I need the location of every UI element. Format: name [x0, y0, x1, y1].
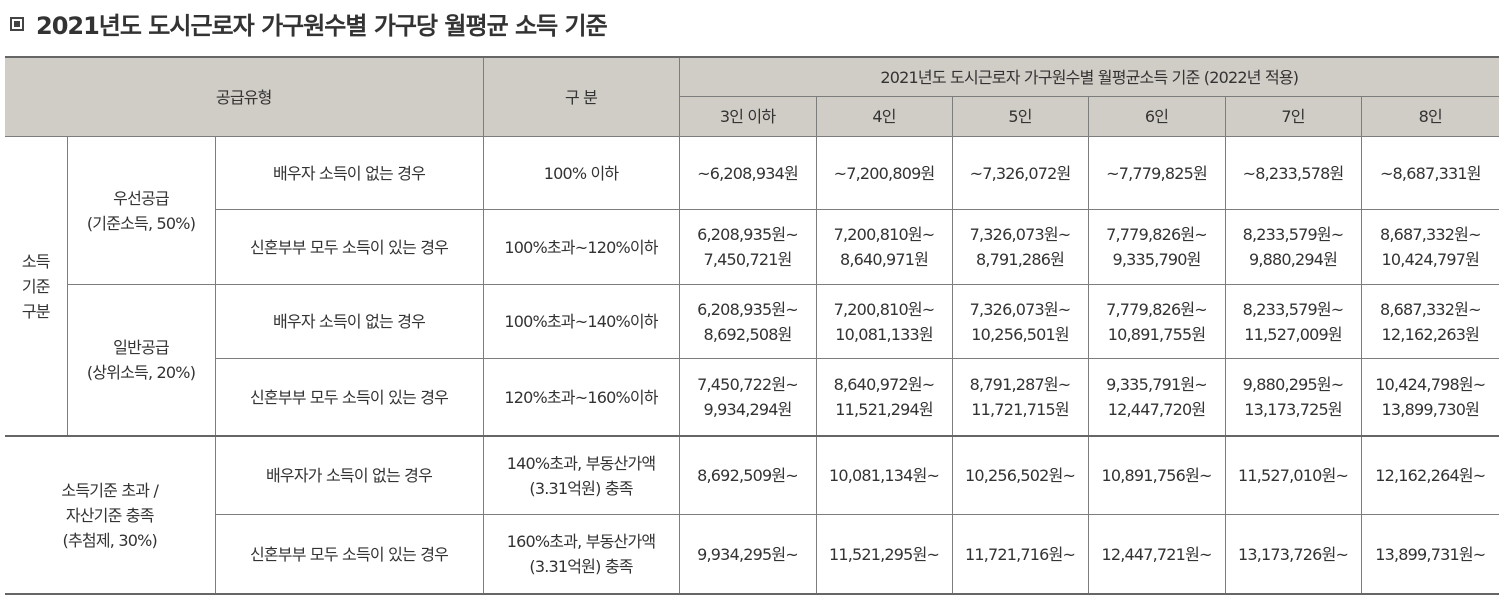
- row-condition: 배우자 소득이 없는 경우: [214, 136, 484, 210]
- income-value-cell: 8,233,579원~ 11,527,009원: [1224, 284, 1362, 359]
- income-value-cell: 8,692,509원~: [678, 435, 817, 515]
- income-value-cell: 7,779,826원~ 10,891,755원: [1087, 284, 1226, 359]
- income-value-cell: 8,687,332원~ 12,162,263원: [1360, 284, 1500, 359]
- row-income-range: 100%초과~140%이하: [482, 284, 680, 359]
- group-lottery-supply: 소득기준 초과 / 자산기준 충족 (추첨제, 30%): [5, 435, 216, 595]
- row-income-range: 120%초과~160%이하: [482, 358, 680, 437]
- row-condition: 신혼부부 모두 소득이 있는 경우: [215, 209, 484, 285]
- income-value-cell: 10,891,756원~: [1087, 435, 1226, 515]
- income-value-cell: 11,527,010원~: [1224, 435, 1362, 515]
- square-bullet-icon: [10, 17, 24, 31]
- income-value-cell: 13,899,731원~: [1360, 514, 1500, 595]
- row-income-range: 100% 이하: [482, 136, 680, 210]
- income-value-cell: 7,326,073원~ 8,791,286원: [951, 209, 1089, 285]
- income-value-cell: 9,880,295원~ 13,173,725원: [1224, 358, 1362, 437]
- row-income-range: 140%초과, 부동산가액 (3.31억원) 충족: [482, 435, 680, 515]
- income-value-cell: 8,233,579원~ 9,880,294원: [1224, 209, 1362, 285]
- header-household-size: 6인: [1087, 96, 1226, 137]
- income-value-cell: 8,687,332원~ 10,424,797원: [1360, 209, 1500, 285]
- row-condition: 신혼부부 모두 소득이 있는 경우: [215, 514, 484, 595]
- income-value-cell: 10,256,502원~: [951, 435, 1089, 515]
- header-household-size: 8인: [1360, 96, 1500, 137]
- income-value-cell: 10,424,798원~ 13,899,730원: [1360, 358, 1500, 437]
- income-value-cell: 12,162,264원~: [1360, 435, 1500, 515]
- income-value-cell: 7,779,826원~ 9,335,790원: [1087, 209, 1226, 285]
- header-group-title: 2021년도 도시근로자 가구원수별 월평균소득 기준 (2022년 적용): [678, 56, 1500, 97]
- income-value-cell: 10,081,134원~: [815, 435, 953, 515]
- income-value-cell: ~7,779,825원: [1087, 136, 1226, 210]
- header-household-size: 4인: [815, 96, 953, 137]
- income-value-cell: ~7,326,072원: [951, 136, 1089, 210]
- header-supply-type: 공급유형: [5, 56, 484, 137]
- header-household-size: 7인: [1224, 96, 1362, 137]
- group-general-supply: 일반공급 (상위소득, 20%): [67, 284, 216, 437]
- income-value-cell: 8,791,287원~ 11,721,715원: [951, 358, 1089, 437]
- row-income-range: 160%초과, 부동산가액 (3.31억원) 충족: [482, 514, 680, 595]
- page-title-row: 2021년도 도시근로자 가구원수별 가구당 월평균 소득 기준: [10, 6, 608, 40]
- header-category: 구 분: [482, 56, 680, 137]
- header-household-size: 3인 이하: [679, 96, 817, 137]
- income-value-cell: 12,447,721원~: [1087, 514, 1226, 595]
- income-value-cell: 7,200,810원~ 8,640,971원: [815, 209, 953, 285]
- income-value-cell: ~7,200,809원: [815, 136, 953, 210]
- row-condition: 배우자 소득이 없는 경우: [214, 284, 484, 359]
- income-value-cell: ~8,233,578원: [1224, 136, 1362, 210]
- income-value-cell: ~8,687,331원: [1360, 136, 1500, 210]
- row-condition: 신혼부부 모두 소득이 있는 경우: [215, 358, 484, 437]
- income-value-cell: 7,450,722원~ 9,934,294원: [678, 358, 817, 437]
- income-value-cell: 11,521,295원~: [815, 514, 953, 595]
- income-value-cell: 7,200,810원~ 10,081,133원: [815, 284, 953, 359]
- row-income-range: 100%초과~120%이하: [482, 209, 680, 285]
- row-condition: 배우자가 소득이 없는 경우: [214, 435, 484, 515]
- income-value-cell: 6,208,935원~ 7,450,721원: [678, 209, 817, 285]
- page-title: 2021년도 도시근로자 가구원수별 가구당 월평균 소득 기준: [36, 11, 608, 40]
- income-value-cell: ~6,208,934원: [678, 136, 817, 210]
- income-value-cell: 9,335,791원~ 12,447,720원: [1087, 358, 1226, 437]
- income-criteria-table: 공급유형 구 분 2021년도 도시근로자 가구원수별 월평균소득 기준 (20…: [5, 56, 1500, 595]
- income-value-cell: 7,326,073원~ 10,256,501원: [951, 284, 1089, 359]
- group-priority-supply: 우선공급 (기준소득, 50%): [66, 136, 216, 285]
- income-value-cell: 8,640,972원~ 11,521,294원: [815, 358, 953, 437]
- group-income-criteria: 소득 기준 구분: [5, 136, 68, 437]
- income-value-cell: 13,173,726원~: [1224, 514, 1362, 595]
- header-household-size: 5인: [951, 96, 1089, 137]
- income-value-cell: 6,208,935원~ 8,692,508원: [678, 284, 817, 359]
- income-value-cell: 9,934,295원~: [678, 514, 817, 595]
- income-value-cell: 11,721,716원~: [951, 514, 1089, 595]
